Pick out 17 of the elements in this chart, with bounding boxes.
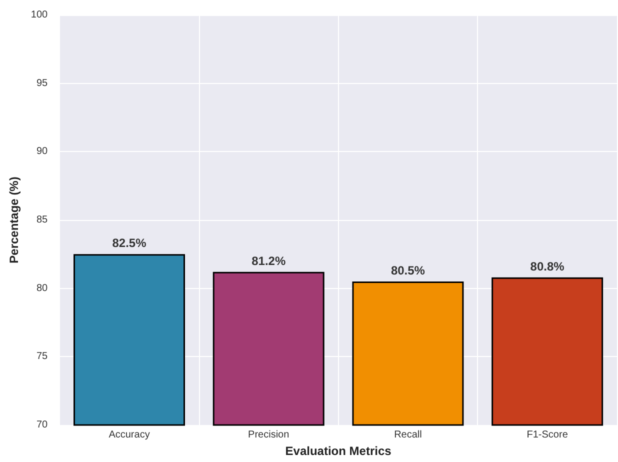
y-tick-label: 70 (36, 420, 48, 430)
x-tick-label: F1-Score (526, 430, 568, 440)
x-tick-label: Precision (248, 430, 290, 440)
y-tick-label: 75 (36, 351, 48, 362)
x-tick-label: Accuracy (108, 430, 150, 440)
x-axis-title: Evaluation Metrics (285, 444, 392, 458)
y-tick-label: 90 (36, 146, 48, 158)
data-label: 80.8% (530, 259, 565, 274)
y-tick-label: 100 (30, 10, 48, 20)
y-tick-label: 95 (36, 78, 48, 89)
data-label: 80.5% (390, 264, 426, 278)
x-tick-label: Recall (394, 430, 422, 440)
data-label: 82.5% (112, 236, 147, 250)
y-tick-label: 80 (36, 282, 48, 294)
data-label: 81.2% (252, 254, 286, 268)
y-axis-title: Percentage (%) (7, 176, 21, 264)
y-tick-label: 85 (36, 214, 48, 226)
